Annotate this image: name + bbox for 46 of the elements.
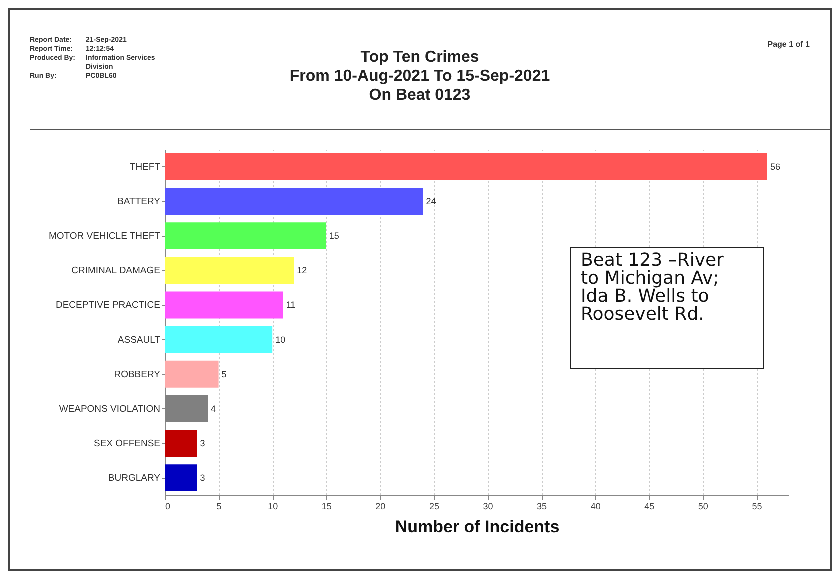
x-axis-title: Number of Incidents <box>395 518 560 536</box>
bar <box>165 430 198 457</box>
data-label: 4 <box>211 404 216 414</box>
x-tick-label: 40 <box>590 502 601 512</box>
y-tick-label: BURGLARY <box>108 473 162 484</box>
data-label: 15 <box>329 231 340 242</box>
y-tick-label: WEAPONS VIOLATION <box>59 404 161 415</box>
chart-title: Top Ten Crimes <box>360 49 480 66</box>
x-tick-label: 50 <box>698 502 708 512</box>
bar <box>165 360 219 388</box>
bar <box>165 153 768 180</box>
x-tick-label: 25 <box>429 502 440 512</box>
data-label: 11 <box>286 300 296 310</box>
bar <box>165 464 198 492</box>
data-label: 24 <box>426 196 436 207</box>
y-tick-label: ASSAULT <box>118 334 161 346</box>
x-tick-label: 20 <box>376 502 386 512</box>
data-label: 56 <box>770 162 780 172</box>
y-tick-label: CRIMINAL DAMAGE <box>72 266 160 277</box>
x-tick-label: 15 <box>322 502 332 512</box>
x-tick-label: 55 <box>752 502 762 512</box>
data-label: 5 <box>222 369 227 380</box>
y-tick-label: MOTOR VEHICLE THEFT <box>48 231 161 242</box>
data-label: 3 <box>200 438 206 448</box>
y-tick-label: DECEPTIVE PRACTICE <box>56 300 160 312</box>
x-tick-label: 30 <box>483 502 494 512</box>
y-tick-label: SEX OFFENSE <box>94 438 160 450</box>
data-label: 10 <box>276 334 286 345</box>
y-tick-label: THEFT <box>130 162 161 173</box>
x-tick-label: 0 <box>166 502 171 512</box>
chart-subtitle: From 10-Aug-2021 To 15-Sep-2021 On Beat 0123 <box>290 68 550 104</box>
x-tick-label: 5 <box>216 502 222 512</box>
bar <box>165 222 326 250</box>
data-label: 12 <box>297 266 308 276</box>
bar <box>165 257 294 284</box>
y-tick-label: BATTERY <box>118 196 162 208</box>
x-tick-label: 45 <box>644 502 655 512</box>
text-box: Beat 123 –River to Michigan Av; Ida B. Wells to Roosevelt Rd. <box>570 247 764 369</box>
bar <box>165 292 284 319</box>
x-tick-label: 10 <box>268 502 278 512</box>
y-tick-label: ROBBERY <box>114 369 162 380</box>
text: Page 1 of 1 <box>768 40 810 49</box>
bar <box>165 326 273 354</box>
data-label: 3 <box>200 473 206 484</box>
x-tick-label: 35 <box>537 502 548 512</box>
bar <box>165 188 424 215</box>
